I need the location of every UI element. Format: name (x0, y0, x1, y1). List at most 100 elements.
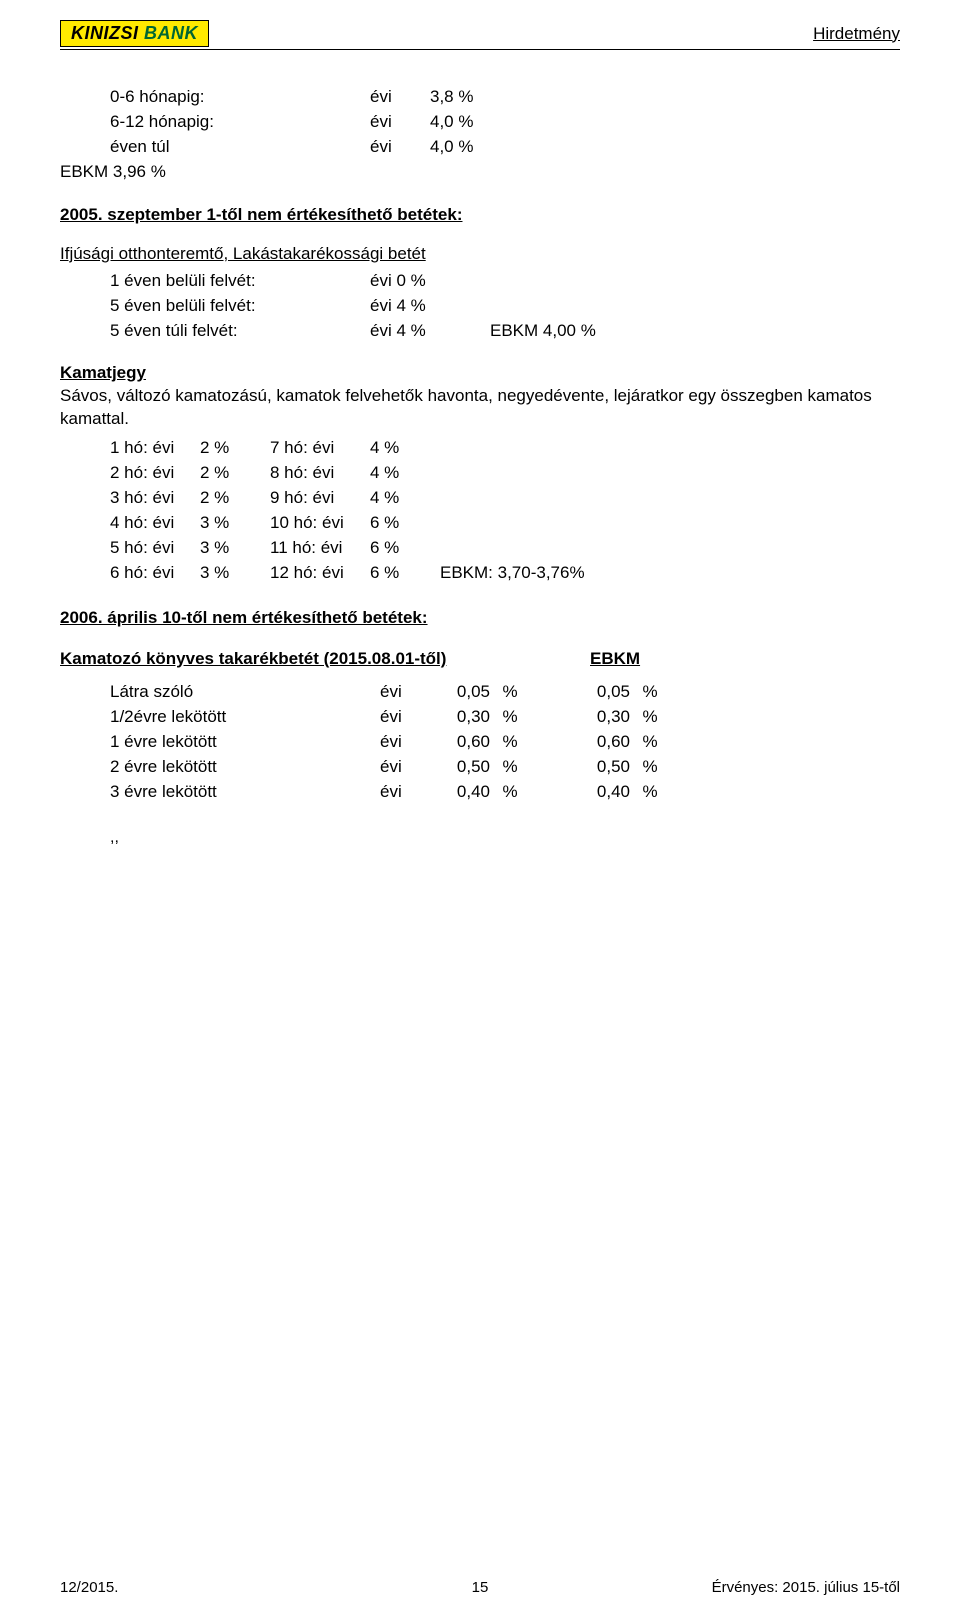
rate-label: 1 éven belüli felvét: (110, 270, 370, 293)
section-title-text: 2006. április 10-től nem értékesíthető b… (60, 608, 428, 627)
rate-right-label: 9 hó: évi (270, 487, 370, 510)
product-title: Ifjúsági otthonteremtő, Lakástakarékossá… (60, 243, 890, 266)
kk-pct1: % (490, 756, 530, 779)
kk-pct1: % (490, 681, 530, 704)
rate-extra: EBKM 4,00 % (490, 320, 710, 343)
rate-left-value: 2 % (200, 437, 270, 460)
rate-row: 5 éven belüli felvét: évi 4 % (110, 295, 890, 318)
rate-label: 0-6 hónapig: (110, 86, 370, 109)
rate-value: évi 4 % (370, 320, 490, 343)
rate-row: éven túl évi 4,0 % (110, 136, 890, 159)
table-row: 2 évre lekötött évi 0,50 % 0,50 % (110, 756, 890, 779)
footer-left: 12/2015. (60, 1579, 118, 1596)
rate-value: évi 0 % (370, 270, 490, 293)
rate-block-1: 0-6 hónapig: évi 3,8 % 6-12 hónapig: évi… (110, 86, 890, 159)
rate-left-label: 3 hó: évi (110, 487, 200, 510)
rate-row: 6-12 hónapig: évi 4,0 % (110, 111, 890, 134)
rate-right-label: 10 hó: évi (270, 512, 370, 535)
kk-unit: évi (380, 781, 440, 804)
rate-right-label: 12 hó: évi (270, 562, 370, 585)
kk-table: Látra szóló évi 0,05 % 0,05 % 1/2évre le… (110, 681, 890, 804)
kk-v1: 0,60 (440, 731, 490, 754)
header-title: Hirdetmény (813, 24, 900, 44)
rate-extra (490, 270, 710, 293)
kk-pct2: % (630, 706, 670, 729)
rate-value: évi 4 % (370, 295, 490, 318)
rate-left-value: 3 % (200, 512, 270, 535)
kk-title-left: Kamatozó könyves takarékbetét (2015.08.0… (60, 648, 590, 671)
rate-row: 5 éven túli felvét: évi 4 % EBKM 4,00 % (110, 320, 890, 343)
kk-unit: évi (380, 706, 440, 729)
rate-left-value: 2 % (200, 462, 270, 485)
rate-unit: évi (370, 136, 430, 159)
kk-pct1: % (490, 731, 530, 754)
kk-label: 2 évre lekötött (110, 756, 380, 779)
table-row: Látra szóló évi 0,05 % 0,05 % (110, 681, 890, 704)
kk-pct1: % (490, 706, 530, 729)
rate-value: 4,0 % (430, 136, 500, 159)
kk-v2: 0,50 (530, 756, 630, 779)
rate-extra (440, 537, 890, 560)
content: 0-6 hónapig: évi 3,8 % 6-12 hónapig: évi… (60, 86, 900, 849)
section-title: 2006. április 10-től nem értékesíthető b… (60, 607, 890, 630)
rate-value: 4,0 % (430, 111, 500, 134)
rate-left-label: 6 hó: évi (110, 562, 200, 585)
kk-label: Látra szóló (110, 681, 380, 704)
kk-label: 3 évre lekötött (110, 781, 380, 804)
logo-word: BANK (144, 23, 198, 43)
table-row: 1/2évre lekötött évi 0,30 % 0,30 % (110, 706, 890, 729)
rate-right-label: 8 hó: évi (270, 462, 370, 485)
rate-extra (440, 512, 890, 535)
rate-left-label: 4 hó: évi (110, 512, 200, 535)
logo: KINIZSI BANK (60, 20, 209, 47)
rate-extra (440, 437, 890, 460)
section-title-text: 2005. szeptember 1-től nem értékesíthető… (60, 205, 462, 224)
kk-header: Kamatozó könyves takarékbetét (2015.08.0… (60, 648, 890, 671)
page-header: KINIZSI BANK Hirdetmény (60, 20, 900, 50)
footer-right: Érvényes: 2015. július 15-től (712, 1579, 900, 1596)
kk-v2: 0,05 (530, 681, 630, 704)
rate-right-label: 11 hó: évi (270, 537, 370, 560)
rate-left-value: 3 % (200, 537, 270, 560)
table-row: 1 évre lekötött évi 0,60 % 0,60 % (110, 731, 890, 754)
kk-v1: 0,40 (440, 781, 490, 804)
kk-v1: 0,05 (440, 681, 490, 704)
page: KINIZSI BANK Hirdetmény 0-6 hónapig: évi… (0, 0, 960, 1620)
kk-v2: 0,30 (530, 706, 630, 729)
kk-pct2: % (630, 781, 670, 804)
kk-v1: 0,50 (440, 756, 490, 779)
rate-left-value: 3 % (200, 562, 270, 585)
rate-row: 3 hó: évi 2 % 9 hó: évi 4 % (110, 487, 890, 510)
logo-brand: KINIZSI (71, 23, 139, 43)
kk-unit: évi (380, 731, 440, 754)
ebkm-line: EBKM 3,96 % (60, 161, 890, 184)
rate-block-2: 1 éven belüli felvét: évi 0 % 5 éven bel… (110, 270, 890, 343)
rate-row: 2 hó: évi 2 % 8 hó: évi 4 % (110, 462, 890, 485)
rate-left-value: 2 % (200, 487, 270, 510)
rate-row: 6 hó: évi 3 % 12 hó: évi 6 % EBKM: 3,70-… (110, 562, 890, 585)
rate-value: 3,8 % (430, 86, 500, 109)
rate-row: 1 éven belüli felvét: évi 0 % (110, 270, 890, 293)
rate-right-value: 6 % (370, 562, 440, 585)
kamatjegy-table: 1 hó: évi 2 % 7 hó: évi 4 % 2 hó: évi 2 … (110, 437, 890, 585)
rate-left-label: 1 hó: évi (110, 437, 200, 460)
rate-extra (440, 462, 890, 485)
kamatjegy-heading: Kamatjegy (60, 362, 890, 385)
bottom-quote-mark: ,, (110, 827, 890, 849)
kk-v1: 0,30 (440, 706, 490, 729)
kk-v2: 0,60 (530, 731, 630, 754)
kk-pct2: % (630, 681, 670, 704)
rate-right-label: 7 hó: évi (270, 437, 370, 460)
kk-unit: évi (380, 681, 440, 704)
rate-right-value: 4 % (370, 462, 440, 485)
kk-v2: 0,40 (530, 781, 630, 804)
rate-row: 1 hó: évi 2 % 7 hó: évi 4 % (110, 437, 890, 460)
kk-title-right: EBKM (590, 648, 640, 671)
kk-pct1: % (490, 781, 530, 804)
kk-unit: évi (380, 756, 440, 779)
section-title: 2005. szeptember 1-től nem értékesíthető… (60, 204, 890, 227)
rate-extra (440, 487, 890, 510)
table-row: 3 évre lekötött évi 0,40 % 0,40 % (110, 781, 890, 804)
rate-extra (490, 295, 710, 318)
rate-row: 4 hó: évi 3 % 10 hó: évi 6 % (110, 512, 890, 535)
